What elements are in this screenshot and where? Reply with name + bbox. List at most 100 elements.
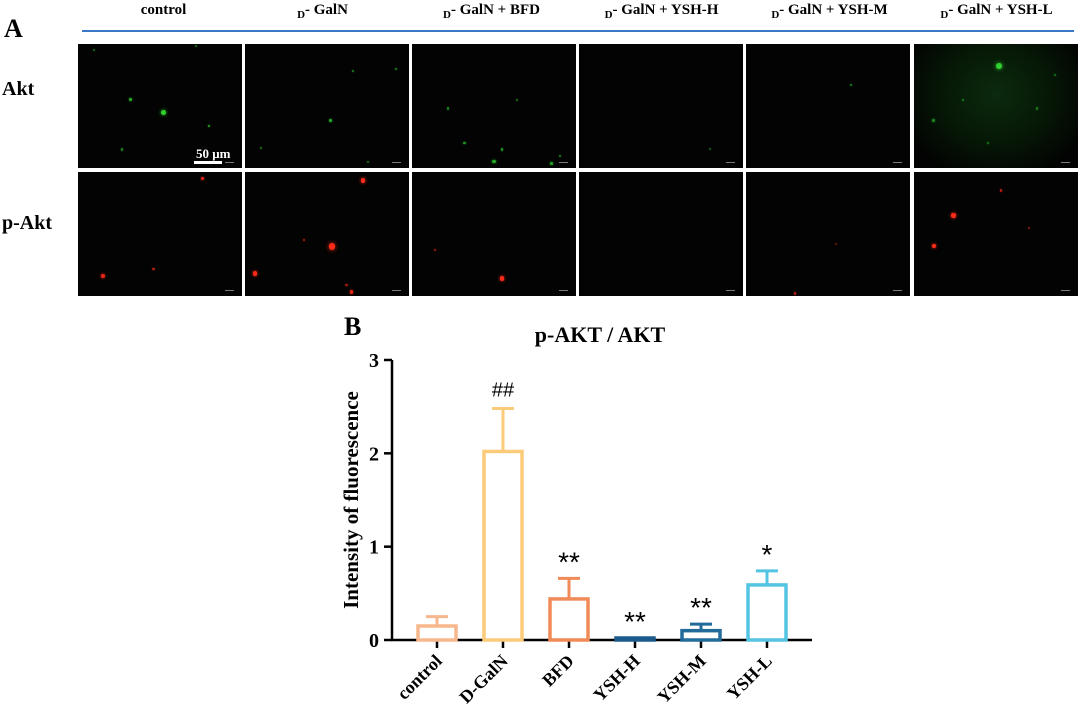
y-axis-label: Intensity of fluorescence (339, 391, 363, 609)
akt-micrograph-4 (746, 44, 910, 168)
akt-micrograph-0 (78, 44, 242, 168)
fluorescence-dot (951, 213, 956, 218)
y-tick-label: 3 (369, 350, 379, 372)
mini-scale-mark (559, 290, 568, 291)
x-tick-label-YSH-M: YSH-M (653, 651, 710, 708)
fluorescence-dot (986, 142, 989, 145)
column-label-text: - GalN + YSH-M (779, 2, 888, 18)
mini-scale-mark (893, 290, 902, 291)
row-label-akt: Akt (2, 78, 35, 100)
x-tick-label-control: control (393, 651, 446, 704)
p-akt-micrograph-2 (412, 172, 576, 296)
column-label-0: control (80, 2, 247, 19)
column-label-text: - GalN (305, 2, 348, 18)
y-tick-label: 0 (369, 630, 379, 652)
fluorescence-dot (207, 124, 211, 128)
fluorescence-dot (931, 244, 936, 249)
fluorescence-dot (501, 148, 504, 151)
chart-title: p-AKT / AKT (534, 322, 666, 347)
mini-scale-mark (559, 162, 568, 163)
column-label-3: D- GalN + YSH-H (578, 2, 745, 21)
fluorescence-dot (129, 98, 132, 102)
fluorescence-dot (515, 98, 519, 101)
scale-bar-label: 50 μm (196, 146, 231, 161)
fluorescence-dot (835, 242, 838, 245)
akt-micrograph-3 (579, 44, 743, 168)
fluorescence-dot (446, 107, 450, 110)
p-akt-micrograph-1 (245, 172, 409, 296)
x-tick-label-BFD: BFD (538, 651, 578, 691)
column-label-subscript: D (604, 9, 613, 21)
fluorescence-dot (100, 274, 105, 279)
fluorescence-dot (1053, 73, 1057, 77)
micrograph-grid (78, 44, 1080, 296)
column-label-text: - GalN + YSH-H (612, 2, 719, 18)
akt-micrograph-1 (245, 44, 409, 168)
mini-scale-mark (225, 290, 234, 291)
y-tick-label: 1 (369, 537, 379, 559)
fluorescence-dot (201, 176, 205, 180)
fluorescence-dot (463, 142, 466, 145)
fluorescence-dot (549, 161, 553, 165)
bar-YSH-M (680, 628, 722, 642)
column-label-text: control (140, 2, 187, 18)
fluorescence-dot (367, 160, 369, 163)
mini-scale-mark (392, 162, 401, 163)
fluorescence-dot (121, 148, 124, 151)
mini-scale-mark (893, 162, 902, 163)
significance-D-GalN: ## (492, 380, 515, 402)
bar-control (416, 624, 458, 642)
fluorescence-dot (849, 83, 853, 87)
bar-BFD (548, 597, 590, 642)
x-tick-label-YSH-H: YSH-H (589, 651, 643, 705)
column-label-subscript: D (940, 9, 949, 21)
fluorescence-dot (1035, 107, 1039, 110)
fluorescence-dot (302, 239, 306, 242)
column-label-subscript: D (771, 9, 780, 21)
fluorescence-dot (195, 45, 198, 48)
fluorescence-dot (500, 276, 505, 281)
fluorescence-dot (93, 49, 96, 52)
p-akt-micrograph-5 (914, 172, 1078, 296)
significance-BFD: ** (558, 546, 580, 577)
fluorescence-dot (160, 109, 166, 115)
bar-D-GalN (482, 449, 524, 642)
fluorescence-dot (328, 119, 332, 123)
column-label-1: D- GalN (239, 2, 406, 21)
bar-YSH-H (614, 636, 656, 642)
fluorescence-dot (492, 160, 496, 164)
fluorescence-dot (252, 271, 258, 276)
panel-b-letter: B (344, 312, 362, 341)
column-label-subscript: D (297, 9, 306, 21)
akt-micrograph-5 (914, 44, 1078, 168)
mini-scale-mark (1061, 162, 1070, 163)
column-label-text: - GalN + YSH-L (948, 2, 1053, 18)
column-label-text: - GalN + BFD (450, 2, 540, 18)
p-akt-micrograph-4 (746, 172, 910, 296)
fluorescence-dot (932, 119, 936, 123)
column-label-2: D- GalN + BFD (408, 2, 575, 21)
column-label-subscript: D (443, 9, 451, 21)
fluorescence-dot (962, 98, 965, 101)
fluorescence-dot (794, 292, 797, 295)
x-tick-label-D-GalN: D-GalN (455, 651, 512, 708)
row-label-p-akt: p-Akt (2, 212, 53, 234)
scale-bar (194, 161, 222, 164)
x-tick-label-YSH-L: YSH-L (723, 651, 776, 704)
fluorescence-dot (1027, 226, 1030, 229)
y-tick-label: 2 (369, 443, 379, 465)
fluorescence-dot (349, 290, 354, 295)
mini-scale-mark (392, 290, 401, 291)
fluorescence-dot (433, 248, 437, 252)
p-akt-micrograph-0 (78, 172, 242, 296)
fluorescence-dot (558, 154, 561, 157)
fluorescence-dot (709, 148, 712, 151)
significance-YSH-M: ** (690, 592, 712, 623)
mini-scale-mark (1061, 290, 1070, 291)
mini-scale-mark (726, 290, 735, 291)
fluorescence-dot (152, 267, 155, 270)
akt-micrograph-2 (412, 44, 576, 168)
significance-YSH-H: ** (624, 606, 646, 637)
column-label-5: D- GalN + YSH-L (913, 2, 1080, 21)
